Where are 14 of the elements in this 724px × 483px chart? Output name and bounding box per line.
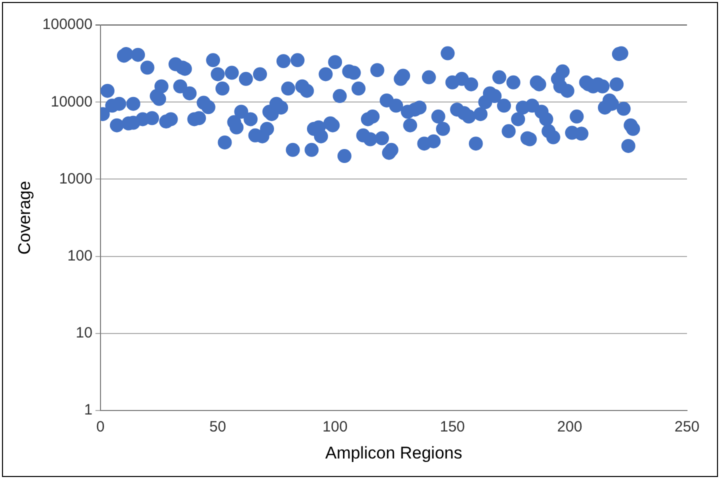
x-tick-label: 250: [674, 418, 700, 436]
y-tick-label: 10: [76, 324, 92, 342]
y-tick-label: 100000: [42, 16, 92, 34]
x-tick-label: 50: [209, 418, 226, 436]
x-tick-label: 200: [557, 418, 582, 436]
y-tick-label: 1000: [59, 170, 92, 188]
x-axis-title: Amplicon Regions: [325, 443, 462, 462]
x-tick-label: 0: [96, 418, 105, 436]
y-tick-label: 10000: [50, 93, 92, 110]
y-tick-label: 1: [84, 402, 92, 419]
y-tick-label: 100: [67, 248, 92, 264]
x-tick-label: 100: [322, 418, 348, 436]
y-axis-title: Coverage: [14, 180, 34, 255]
x-tick-label: 150: [440, 418, 465, 436]
